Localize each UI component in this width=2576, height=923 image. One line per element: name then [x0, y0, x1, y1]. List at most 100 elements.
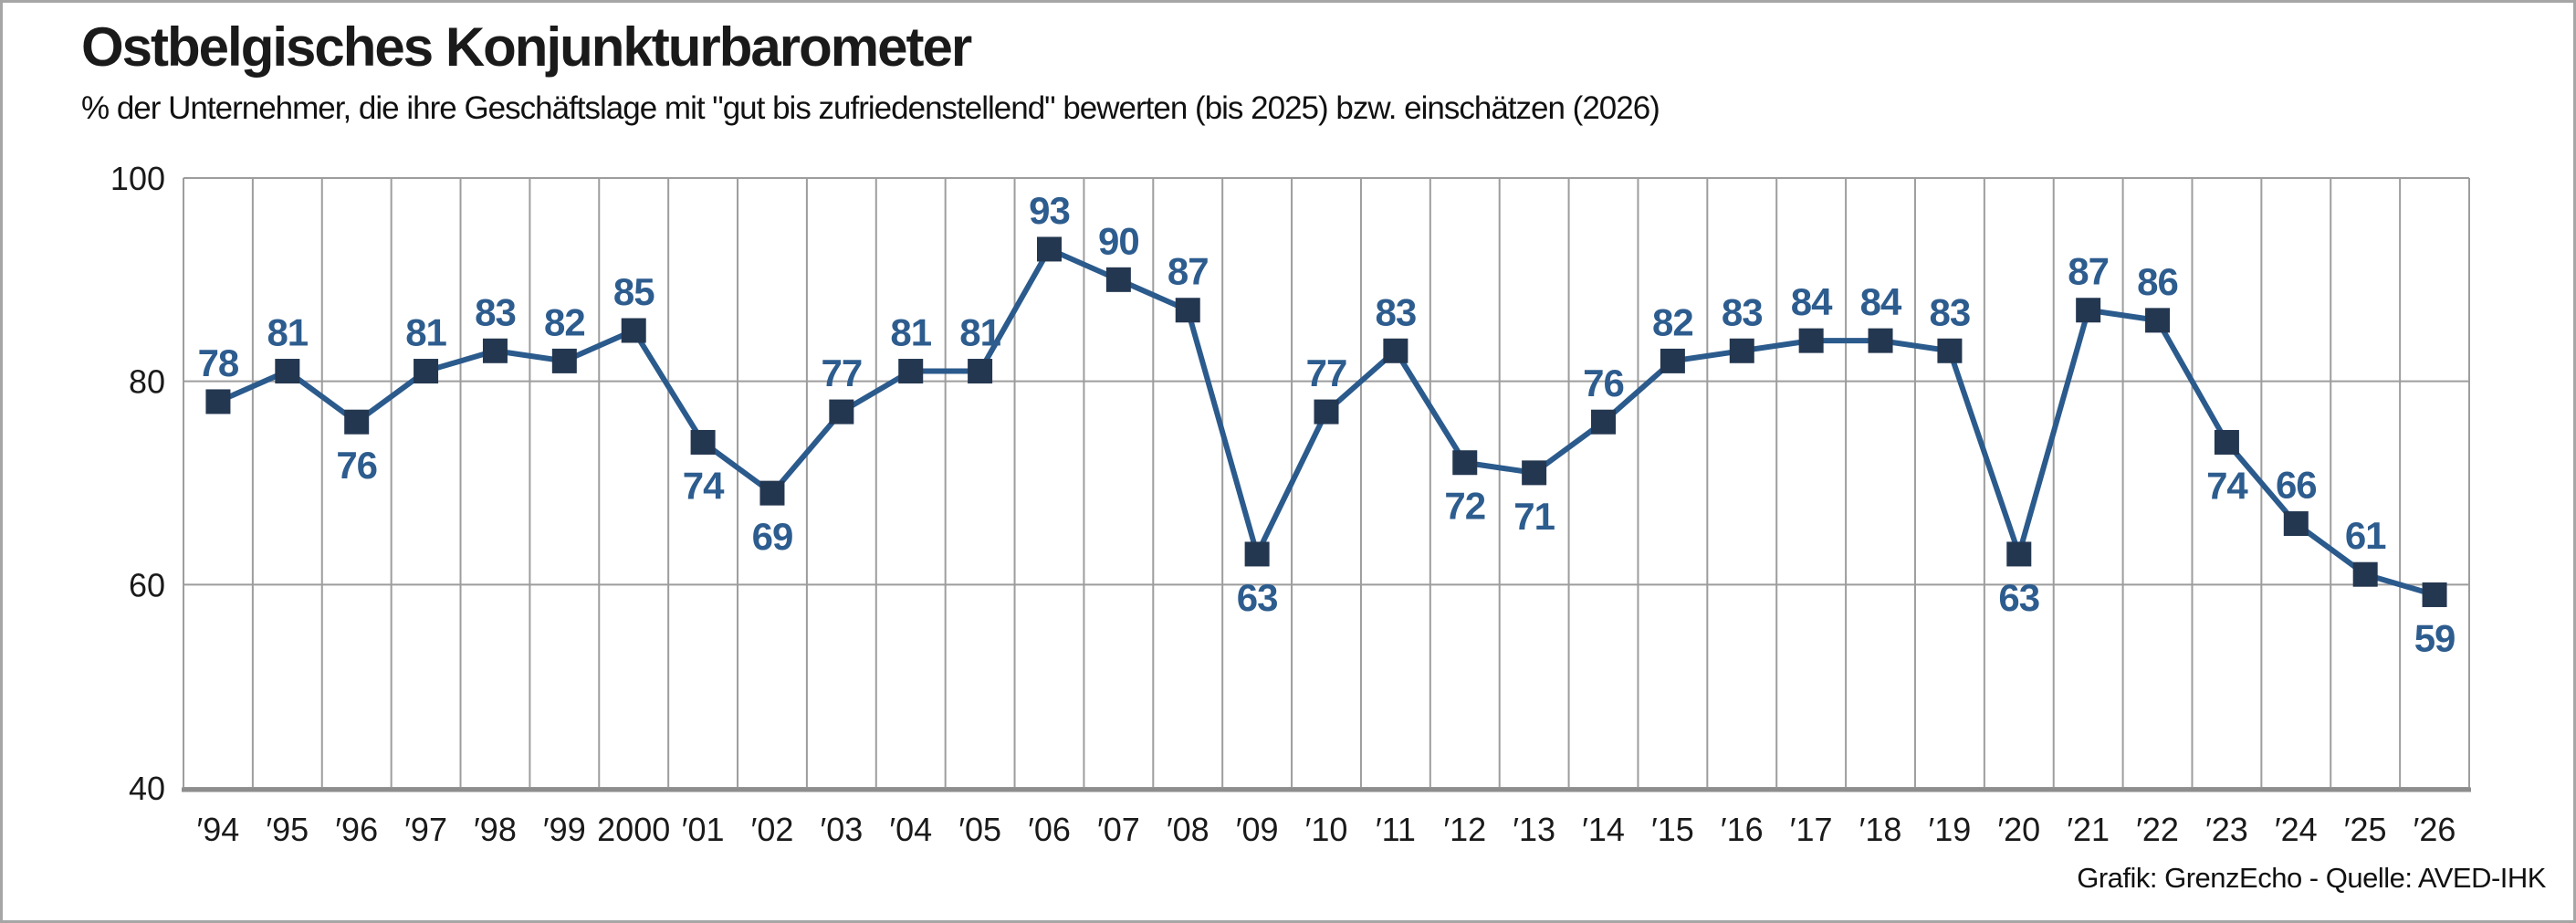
- data-point-marker: [482, 338, 508, 363]
- data-point-marker: [759, 480, 785, 506]
- data-point-label: 69: [752, 515, 793, 558]
- x-tick-label: ′02: [751, 811, 794, 848]
- x-tick-label: ′19: [1929, 811, 1972, 848]
- source-credit: Grafik: GrenzEcho - Quelle: AVED-IHK: [2077, 862, 2546, 894]
- data-point-label: 61: [2345, 514, 2386, 557]
- data-point-marker: [2283, 511, 2309, 537]
- x-tick-label: ′21: [2067, 811, 2110, 848]
- data-point-marker: [1591, 409, 1617, 435]
- data-point-label: 63: [1998, 576, 2039, 619]
- x-tick-label: ′94: [197, 811, 240, 848]
- data-point-label: 72: [1444, 485, 1485, 528]
- data-point-label: 81: [405, 311, 446, 354]
- data-point-label: 66: [2276, 464, 2317, 507]
- x-tick-label: ′23: [2205, 811, 2248, 848]
- data-point-marker: [551, 348, 577, 373]
- data-point-label: 82: [544, 300, 585, 343]
- data-point-marker: [2145, 308, 2171, 333]
- x-tick-label: ′03: [820, 811, 863, 848]
- x-tick-label: ′25: [2344, 811, 2387, 848]
- data-point-marker: [2076, 298, 2101, 323]
- data-point-marker: [205, 389, 231, 414]
- data-point-label: 76: [1583, 362, 1624, 404]
- y-tick-label: 80: [129, 363, 165, 401]
- data-point-label: 74: [683, 464, 725, 507]
- y-tick-label: 100: [110, 160, 165, 197]
- data-point-label: 77: [821, 351, 862, 394]
- x-tick-label: ′01: [682, 811, 725, 848]
- x-tick-label: ′12: [1443, 811, 1486, 848]
- x-tick-label: ′15: [1651, 811, 1694, 848]
- x-tick-label: ′13: [1513, 811, 1555, 848]
- data-point-label: 85: [613, 270, 654, 313]
- data-point-label: 76: [336, 444, 377, 487]
- x-tick-label: ′98: [474, 811, 517, 848]
- data-point-marker: [621, 318, 646, 343]
- x-tick-label: ′95: [266, 811, 309, 848]
- y-tick-label: 60: [129, 566, 165, 603]
- data-point-marker: [275, 359, 300, 384]
- data-point-marker: [1452, 450, 1478, 476]
- data-point-label: 81: [959, 311, 1000, 354]
- data-point-marker: [1383, 338, 1408, 363]
- data-point-label: 84: [1791, 280, 1833, 323]
- data-point-marker: [1937, 338, 1963, 363]
- data-point-label: 81: [267, 311, 308, 354]
- x-tick-label: ′26: [2414, 811, 2456, 848]
- data-point-marker: [1868, 328, 1893, 353]
- data-point-label: 86: [2137, 260, 2178, 303]
- x-tick-label: ′05: [958, 811, 1001, 848]
- data-point-label: 83: [1930, 290, 1971, 333]
- x-tick-label: ′10: [1305, 811, 1348, 848]
- data-point-marker: [2006, 541, 2032, 567]
- data-point-label: 87: [1168, 250, 1209, 293]
- page-title: Ostbelgisches Konjunkturbarometer: [81, 16, 972, 78]
- data-point-marker: [2352, 561, 2378, 587]
- data-point-label: 83: [1722, 290, 1763, 333]
- data-point-label: 81: [890, 311, 931, 354]
- x-tick-label: ′06: [1028, 811, 1071, 848]
- data-point-marker: [829, 399, 854, 425]
- x-tick-label: ′22: [2136, 811, 2179, 848]
- data-point-marker: [898, 359, 924, 384]
- data-point-label: 59: [2414, 616, 2456, 659]
- data-point-marker: [690, 429, 716, 455]
- x-tick-label: ′99: [543, 811, 586, 848]
- data-point-label: 90: [1098, 219, 1139, 262]
- data-point-label: 78: [198, 341, 239, 384]
- data-point-marker: [1314, 399, 1339, 425]
- data-point-label: 71: [1513, 495, 1555, 538]
- x-tick-label: ′08: [1167, 811, 1209, 848]
- x-tick-label: ′17: [1790, 811, 1833, 848]
- x-tick-label: ′09: [1236, 811, 1279, 848]
- line-chart: 100 80 60 40 ′94 ′95 ′96 ′97 ′98 ′99 2000 ′01 ′02 ′03…: [110, 160, 2471, 848]
- data-point-label: 74: [2206, 464, 2248, 507]
- x-tick-label: ′20: [1997, 811, 2040, 848]
- data-point-marker: [1036, 236, 1062, 262]
- data-point-marker: [1729, 338, 1754, 363]
- x-tick-label: ′14: [1582, 811, 1625, 848]
- data-point-marker: [2422, 582, 2447, 607]
- data-point-marker: [2214, 429, 2239, 455]
- x-tick-label: ′97: [404, 811, 447, 848]
- x-tick-label: ′24: [2275, 811, 2318, 848]
- data-point-marker: [1105, 267, 1131, 292]
- x-tick-label: ′04: [889, 811, 932, 848]
- data-point-label: 84: [1860, 280, 1902, 323]
- chart-subtitle: % der Unternehmer, die ihre Geschäftslag…: [81, 90, 1660, 126]
- data-point-label: 83: [475, 290, 516, 333]
- data-point-marker: [1660, 348, 1685, 373]
- data-point-marker: [1175, 298, 1200, 323]
- x-tick-label: ′18: [1859, 811, 1902, 848]
- data-point-marker: [344, 409, 370, 435]
- data-point-label: 82: [1652, 300, 1693, 343]
- x-tick-label: 2000: [597, 811, 670, 848]
- data-point-marker: [414, 359, 439, 384]
- data-point-marker: [968, 359, 993, 384]
- data-point-label: 63: [1237, 576, 1278, 619]
- data-point-label: 83: [1376, 290, 1417, 333]
- data-point-label: 87: [2068, 250, 2109, 293]
- x-tick-label: ′96: [335, 811, 378, 848]
- data-point-marker: [1798, 328, 1824, 353]
